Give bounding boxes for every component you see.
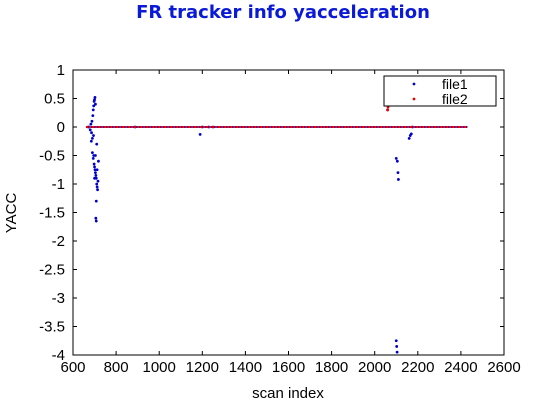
data-point-file1 (94, 102, 97, 106)
data-point-file1 (94, 174, 98, 177)
x-tick-label: 1400 (229, 359, 262, 376)
legend-box (383, 75, 497, 107)
data-point-file1 (93, 95, 97, 99)
data-point-file1 (93, 98, 96, 102)
y-tick-label: -3.5 (39, 319, 65, 336)
x-tick-label: 1200 (186, 359, 219, 376)
legend-marker-file1 (412, 82, 416, 86)
x-tick-label: 2200 (401, 359, 434, 376)
data-point-file1 (395, 345, 399, 348)
legend-label-file1: file1 (442, 76, 468, 92)
data-point-file1 (94, 216, 98, 220)
plot-area (85, 95, 468, 354)
data-point-file1 (94, 199, 98, 203)
x-tick-label: 2400 (444, 359, 477, 376)
data-point-file1 (90, 119, 94, 123)
chart-title: FR tracker info yacceleration (136, 2, 430, 23)
x-tick-label: 1800 (315, 359, 348, 376)
data-point-file1 (95, 168, 99, 172)
data-point-file1 (94, 219, 98, 223)
data-point-file1 (89, 139, 93, 143)
y-tick-label: -4 (52, 347, 65, 364)
plot-frame (72, 69, 505, 356)
data-point-file1 (395, 350, 399, 354)
data-point-file1 (95, 182, 99, 186)
x-tick-label: 2600 (487, 359, 520, 376)
y-tick-label: 0 (57, 119, 65, 136)
y-tick-label: 0.5 (44, 91, 65, 108)
y-tick-label: -1 (52, 176, 65, 193)
data-point-file1 (95, 142, 99, 146)
data-point-file1 (396, 171, 400, 175)
y-tick-label: -3 (52, 290, 65, 307)
data-point-file1 (91, 114, 95, 117)
x-tick-label: 1000 (143, 359, 176, 376)
y-tick-label: -1.5 (39, 205, 65, 222)
data-point-file1 (409, 132, 413, 136)
x-tick-label: 600 (60, 359, 85, 376)
data-point-file1 (93, 168, 97, 172)
data-point-file1 (394, 156, 398, 160)
data-point-file1 (89, 122, 93, 126)
data-point-file1 (95, 185, 99, 189)
data-point-file1 (93, 176, 96, 180)
data-point-file1 (90, 151, 94, 155)
data-point-file1 (91, 156, 95, 160)
x-tick-label: 1600 (272, 359, 305, 376)
data-point-file1 (90, 131, 93, 135)
y-axis-label: YACC (3, 193, 20, 234)
data-point-file1 (395, 159, 399, 163)
data-point-file1 (96, 188, 99, 192)
y-tick-label: -0.5 (39, 148, 65, 165)
data-point-file1 (96, 179, 100, 183)
axes: 600 800 1000 1200 1400 1600 1800 2000 2200 2400 26… (39, 62, 521, 376)
data-point-file1 (94, 171, 97, 175)
legend-label-file2: file2 (442, 91, 468, 107)
legend-marker-file2 (412, 97, 416, 101)
series-file2 (85, 105, 468, 128)
x-tick-label: 800 (104, 359, 129, 376)
data-point-file2 (386, 108, 390, 112)
data-point-file1 (90, 137, 94, 140)
data-point-file1 (407, 137, 411, 140)
y-tick-label: -2.5 (39, 262, 65, 279)
data-point-file1 (88, 128, 92, 132)
data-point-file1 (92, 104, 96, 108)
data-point-file1 (94, 154, 97, 157)
data-point-file1 (91, 108, 95, 112)
data-point-file1 (394, 339, 398, 343)
data-point-file1 (92, 134, 95, 137)
x-tick-label: 2000 (358, 359, 391, 376)
y-tick-label: -2 (52, 233, 65, 250)
data-point-file1 (198, 133, 202, 136)
x-axis-label: scan index (252, 385, 324, 402)
series-file1 (86, 95, 468, 354)
data-point-file1 (93, 165, 96, 169)
data-point-file1 (97, 159, 100, 163)
y-tick-label: 1 (57, 62, 65, 79)
data-point-file1 (92, 162, 96, 166)
data-point-file1 (397, 178, 400, 181)
